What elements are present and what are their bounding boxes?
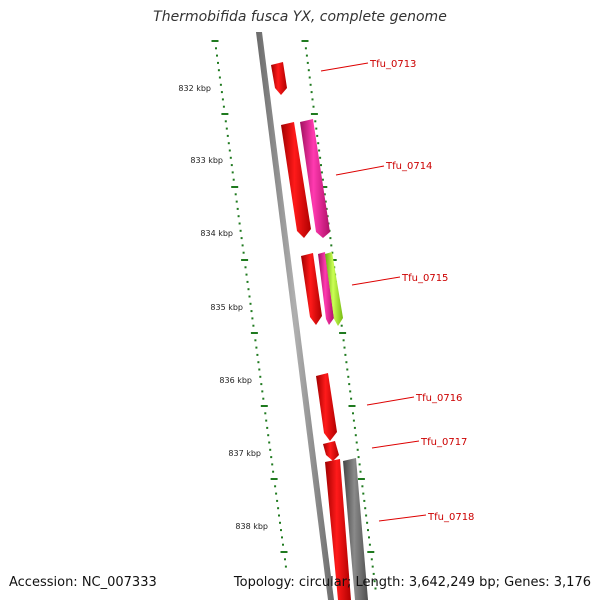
map-title: Thermobifida fusca YX, complete genome	[153, 9, 447, 25]
ruler-label-832: 832 kbp	[178, 84, 211, 93]
genome-backbone	[256, 32, 334, 600]
topology-text: Topology: circular; Length: 3,642,249 bp…	[233, 575, 591, 590]
ruler-label-835: 835 kbp	[210, 303, 243, 312]
ruler-label-837: 837 kbp	[228, 449, 261, 458]
gene-label-0718[interactable]: Tfu_0718	[427, 512, 474, 523]
leader-line-0717	[371, 440, 420, 449]
feature-arrow-0716[interactable]	[316, 373, 337, 441]
gene-leader-lines	[320, 62, 427, 522]
leader-line-0714	[335, 165, 385, 176]
ruler-inner-ticks	[211, 40, 288, 568]
accession-text: Accession: NC_007333	[9, 575, 157, 590]
ruler-labels: 832 kbp 833 kbp 834 kbp 835 kbp 836 kbp …	[178, 84, 268, 531]
gene-label-0714[interactable]: Tfu_0714	[385, 161, 432, 172]
ruler-label-836: 836 kbp	[219, 376, 252, 385]
gene-label-0717[interactable]: Tfu_0717	[420, 437, 467, 448]
leader-line-0713	[320, 62, 369, 72]
feature-arrow-0715-gene[interactable]	[301, 253, 322, 325]
gene-features[interactable]	[271, 62, 368, 600]
ruler-label-834: 834 kbp	[200, 229, 233, 238]
feature-arrow-0714-cds[interactable]	[300, 119, 330, 238]
ruler-label-833: 833 kbp	[190, 156, 223, 165]
feature-arrow-0717[interactable]	[323, 441, 339, 461]
leader-line-0716	[366, 396, 415, 406]
leader-line-0718	[378, 514, 427, 522]
feature-arrow-0713[interactable]	[271, 62, 287, 95]
feature-arrow-0715-misc[interactable]	[325, 252, 343, 326]
gene-labels[interactable]: Tfu_0713 Tfu_0714 Tfu_0715 Tfu_0716 Tfu_…	[369, 59, 474, 523]
gene-label-0716[interactable]: Tfu_0716	[415, 393, 462, 404]
gene-label-0713[interactable]: Tfu_0713	[369, 59, 416, 70]
feature-arrow-0718-pseudo[interactable]	[343, 458, 368, 600]
ruler-label-838: 838 kbp	[235, 522, 268, 531]
feature-arrow-0714-gene[interactable]	[281, 122, 311, 238]
feature-arrow-0718-gene[interactable]	[325, 459, 351, 600]
gene-label-0715[interactable]: Tfu_0715	[401, 273, 448, 284]
leader-line-0715	[351, 276, 401, 286]
feature-arrow-0715-cds[interactable]	[318, 252, 334, 325]
